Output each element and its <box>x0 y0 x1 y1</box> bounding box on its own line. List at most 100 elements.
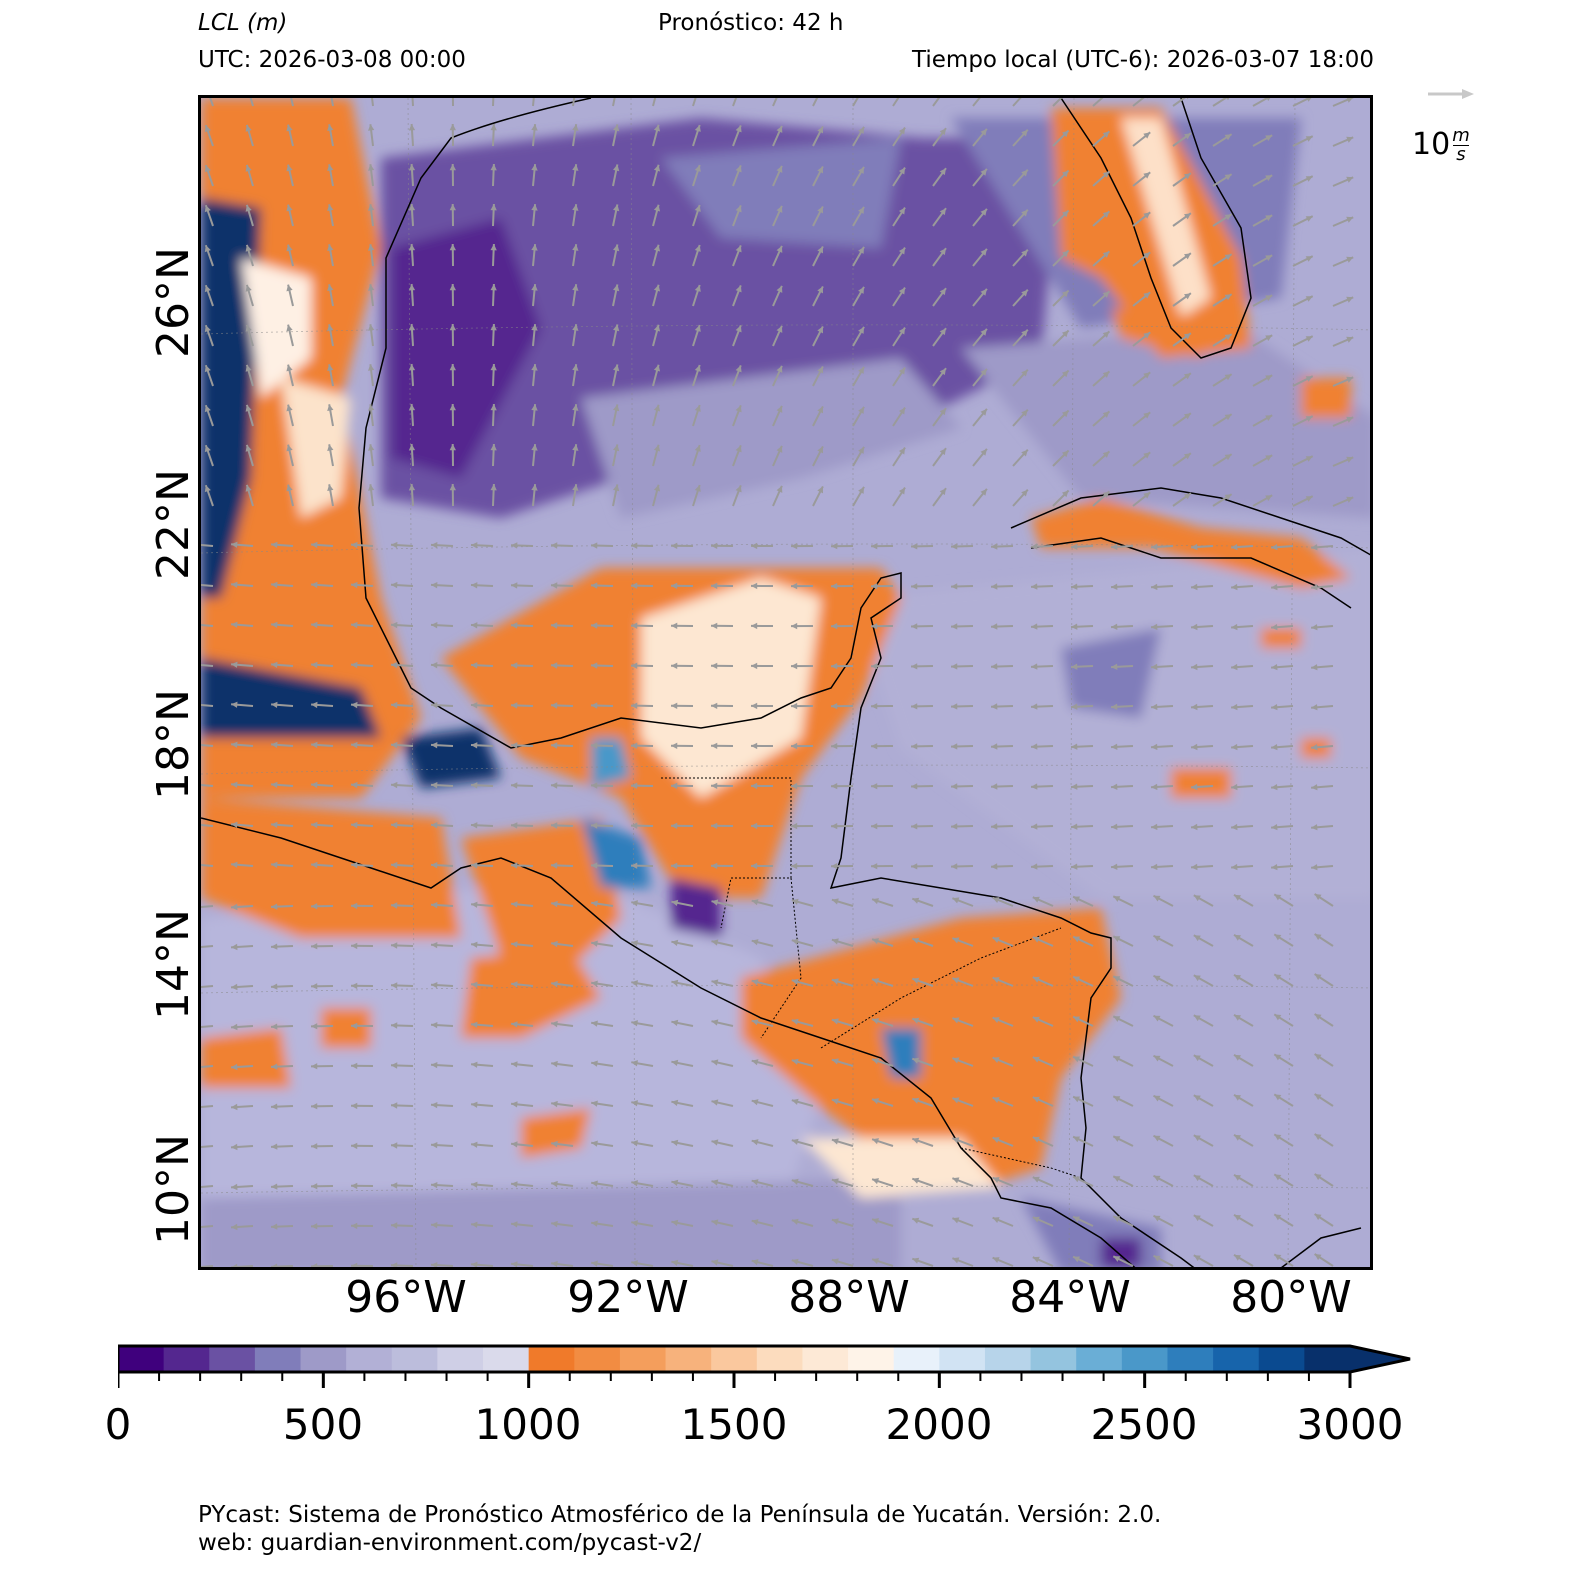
wind-arrow-head <box>1151 583 1158 591</box>
wind-arrow-head <box>751 742 758 750</box>
wind-arrow-head <box>872 978 879 985</box>
wind-arrow-head <box>980 368 987 376</box>
wind-arrow-head <box>1274 1014 1282 1021</box>
wind-arrow-head <box>694 125 701 132</box>
wind-arrow-head <box>1032 1136 1040 1143</box>
graticule <box>201 98 1370 1267</box>
wind-arrow-head <box>1151 863 1158 871</box>
wind-arrow-head <box>1346 496 1354 503</box>
colorbar-segment <box>163 1346 210 1372</box>
wind-arrow-head <box>490 164 497 171</box>
wind-arrow-head <box>1234 1214 1241 1221</box>
wind-arrow-head <box>671 622 678 629</box>
wind-arrow-head <box>858 246 864 254</box>
wind-arrow-shaft <box>201 663 214 667</box>
wind-arrow-head <box>735 405 742 413</box>
wind-arrow-head <box>1234 1054 1241 1061</box>
wind-arrow-head <box>511 662 518 669</box>
wind-arrow-head <box>551 582 558 589</box>
wind-arrow-head <box>671 742 678 749</box>
wind-arrow-head <box>1346 456 1354 463</box>
wind-arrow-head <box>245 124 252 132</box>
wind-arrow-head <box>912 977 920 984</box>
wind-arrow-head <box>1184 213 1191 220</box>
wind-arrow-head <box>271 1143 278 1150</box>
colorbar-segment <box>1121 1346 1168 1372</box>
wind-arrow-head <box>951 583 958 590</box>
wind-arrow-head <box>671 939 679 946</box>
wind-arrow-head <box>591 862 598 869</box>
wind-arrow-head <box>449 364 456 371</box>
colorbar-segment <box>300 1346 347 1372</box>
wind-arrow-head <box>408 364 416 371</box>
wind-arrow-head <box>1274 1174 1282 1181</box>
wind-arrow-head <box>572 404 579 411</box>
wind-arrow-head <box>776 125 783 133</box>
wind-arrow-head <box>1184 173 1191 180</box>
borders <box>661 777 1082 1179</box>
wind-arrow-head <box>431 662 438 669</box>
wind-arrow-head <box>711 702 718 709</box>
wind-arrow-head <box>791 1138 799 1145</box>
colorbar-segment <box>619 1346 667 1372</box>
wind-arrow-head <box>408 124 416 131</box>
wind-arrow-head <box>245 444 252 452</box>
wind-arrow-head <box>911 623 918 630</box>
wind-arrow-head <box>951 663 958 670</box>
wind-arrow-head <box>939 128 946 136</box>
wind-arrow-head <box>1265 335 1273 341</box>
wind-arrow-head <box>231 1263 238 1267</box>
wind-arrow-head <box>711 1099 719 1106</box>
wind-arrow-head <box>1153 895 1161 902</box>
wind-arrow-head <box>653 164 661 172</box>
wind-arrow-head <box>912 1017 920 1024</box>
wind-arrow-head <box>1305 216 1313 222</box>
wind-arrow-head <box>231 1023 238 1031</box>
wind-arrow-head <box>1224 414 1232 421</box>
wind-arrow-head <box>1073 1176 1080 1183</box>
wind-arrow-head <box>1191 703 1198 711</box>
wind-arrow-head <box>1314 1134 1322 1141</box>
wind-arrow-head <box>572 444 579 451</box>
wind-arrow-head <box>1071 783 1078 790</box>
wind-arrow-head <box>551 1140 558 1148</box>
wind-arrow-head <box>1062 370 1069 378</box>
wind-arrow-head <box>1305 136 1313 142</box>
wind-arrow-head <box>653 324 661 332</box>
wind-arrow-head <box>898 167 905 175</box>
wind-arrow-head <box>1031 823 1038 830</box>
wind-arrow-head <box>1153 935 1161 942</box>
wind-arrow-head <box>791 1058 799 1065</box>
wind-arrow-head <box>551 1020 558 1028</box>
wind-arrow-head <box>735 205 742 213</box>
wind-arrow-head <box>551 862 558 869</box>
wind-arrow-head <box>572 244 579 251</box>
wind-arrow-head <box>1153 1135 1161 1142</box>
wind-arrow-head <box>471 702 478 709</box>
wind-arrow-head <box>1153 1015 1161 1022</box>
wind-arrow-head <box>431 1222 438 1229</box>
wind-arrow-head <box>831 623 838 630</box>
wind-arrow-head <box>1151 703 1158 711</box>
wind-arrow-head <box>1266 98 1271 101</box>
wind-arrow-head <box>1111 543 1118 550</box>
wind-arrow-head <box>613 364 620 372</box>
wind-arrow-head <box>613 324 620 332</box>
wind-arrow-head <box>817 206 823 214</box>
wind-arrow-head <box>431 1022 438 1029</box>
wind-arrow-head <box>911 543 918 550</box>
wind-arrow-head <box>671 1179 679 1186</box>
wind-arrow-head <box>449 404 456 411</box>
wind-arrow-head <box>1234 1134 1241 1141</box>
colorbar-segment <box>939 1346 986 1372</box>
wind-arrow-head <box>631 822 638 829</box>
wind-arrow-head <box>1102 291 1110 298</box>
wind-arrow-head <box>1113 1136 1121 1142</box>
wind-arrow-head <box>490 324 497 331</box>
wind-arrow-head <box>1031 743 1038 750</box>
colorbar-segment <box>1167 1346 1214 1372</box>
wind-arrow-head <box>1193 1255 1201 1262</box>
wind-arrow-head <box>591 1060 598 1067</box>
wind-arrow-head <box>939 488 946 496</box>
wind-arrow-head <box>711 1179 719 1186</box>
